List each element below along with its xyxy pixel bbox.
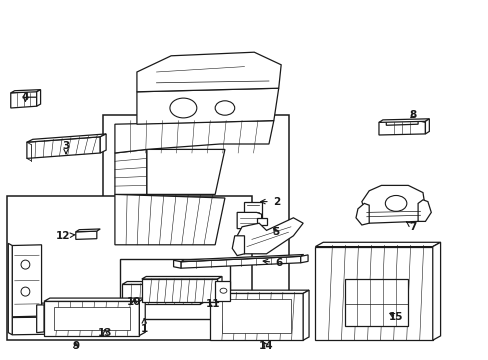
Polygon shape: [142, 279, 217, 302]
Polygon shape: [41, 302, 83, 316]
Text: 14: 14: [259, 341, 273, 351]
Text: 5: 5: [272, 227, 279, 237]
Polygon shape: [44, 298, 145, 301]
Polygon shape: [173, 260, 181, 268]
Polygon shape: [417, 200, 430, 221]
Text: 8: 8: [409, 110, 416, 120]
Polygon shape: [137, 88, 278, 124]
Polygon shape: [27, 134, 106, 142]
Polygon shape: [11, 92, 37, 108]
Polygon shape: [210, 293, 303, 340]
Polygon shape: [12, 317, 83, 335]
Circle shape: [220, 288, 226, 293]
Bar: [7, 196, 251, 340]
Polygon shape: [355, 203, 368, 225]
Polygon shape: [12, 245, 41, 317]
Polygon shape: [256, 218, 266, 225]
Polygon shape: [146, 149, 224, 194]
Ellipse shape: [21, 260, 30, 269]
Polygon shape: [115, 149, 146, 194]
Polygon shape: [210, 290, 308, 293]
Ellipse shape: [21, 287, 30, 296]
Polygon shape: [215, 281, 229, 301]
Polygon shape: [315, 242, 440, 247]
Text: 9: 9: [72, 341, 79, 351]
Ellipse shape: [215, 101, 234, 115]
Polygon shape: [303, 290, 308, 340]
Circle shape: [385, 195, 406, 211]
Text: 11: 11: [205, 299, 220, 309]
Ellipse shape: [170, 98, 196, 118]
Polygon shape: [100, 134, 106, 153]
Text: 15: 15: [388, 312, 403, 322]
Polygon shape: [200, 282, 205, 304]
Polygon shape: [232, 236, 244, 256]
Bar: [222, 299, 290, 333]
Polygon shape: [27, 137, 100, 158]
Text: 4: 4: [21, 92, 29, 102]
Polygon shape: [181, 256, 300, 268]
Text: 3: 3: [62, 141, 69, 154]
Polygon shape: [200, 288, 210, 301]
Polygon shape: [122, 284, 200, 304]
Polygon shape: [425, 119, 428, 134]
Text: 6: 6: [263, 258, 282, 268]
Bar: [102, 115, 288, 317]
Polygon shape: [217, 276, 222, 302]
Polygon shape: [344, 279, 407, 326]
Polygon shape: [76, 231, 97, 239]
Polygon shape: [237, 212, 261, 229]
Bar: [54, 307, 129, 330]
Text: 7: 7: [406, 222, 416, 232]
Polygon shape: [37, 305, 44, 333]
Polygon shape: [432, 242, 440, 340]
Polygon shape: [139, 298, 145, 336]
Polygon shape: [115, 121, 273, 153]
Polygon shape: [237, 218, 303, 254]
Polygon shape: [142, 276, 222, 279]
Polygon shape: [11, 90, 41, 93]
Polygon shape: [181, 255, 303, 262]
Text: 2: 2: [260, 197, 279, 207]
Polygon shape: [122, 282, 205, 284]
Polygon shape: [8, 243, 12, 335]
Polygon shape: [137, 52, 281, 92]
Bar: [120, 259, 229, 319]
Polygon shape: [378, 119, 428, 122]
Polygon shape: [300, 255, 307, 263]
Text: 12: 12: [55, 231, 75, 241]
Polygon shape: [44, 301, 139, 336]
Text: 10: 10: [127, 297, 142, 307]
Polygon shape: [115, 194, 224, 245]
Text: 13: 13: [98, 328, 112, 338]
Text: 1: 1: [141, 319, 147, 334]
Polygon shape: [378, 121, 425, 135]
Polygon shape: [244, 202, 261, 218]
Polygon shape: [37, 90, 41, 106]
Polygon shape: [76, 229, 100, 232]
Polygon shape: [361, 185, 425, 223]
Polygon shape: [315, 247, 432, 340]
